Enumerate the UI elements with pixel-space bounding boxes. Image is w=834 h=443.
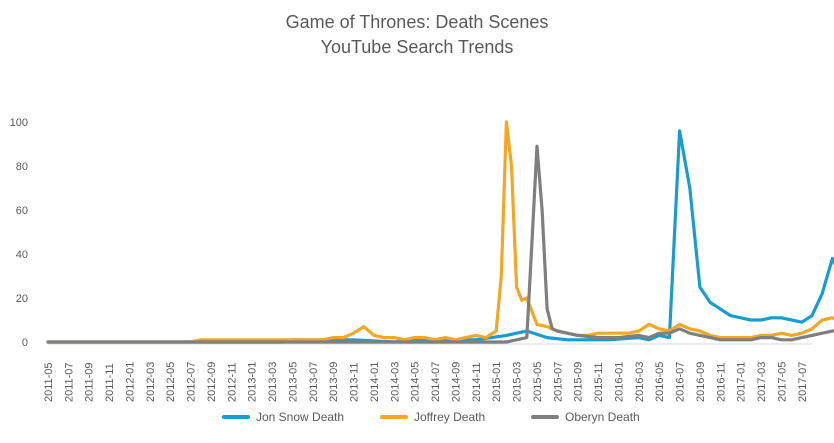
x-tick-label: 2014-11 <box>471 362 483 402</box>
x-tick-label: 2011-05 <box>43 362 55 402</box>
x-tick-label: 2014-09 <box>450 362 462 402</box>
legend-swatch <box>222 415 250 419</box>
x-tick-label: 2017-01 <box>736 362 748 402</box>
y-tick-label: 60 <box>16 205 28 217</box>
legend-item: Oberyn Death <box>531 410 640 424</box>
x-tick-label: 2013-03 <box>267 362 279 402</box>
y-tick-label: 80 <box>16 161 28 173</box>
x-tick-label: 2015-07 <box>552 362 564 402</box>
chart-title: Game of Thrones: Death Scenes YouTube Se… <box>0 10 834 60</box>
x-tick-label: 2012-07 <box>186 362 198 402</box>
x-tick-label: 2016-09 <box>695 362 707 402</box>
legend-label: Joffrey Death <box>414 410 486 424</box>
x-tick-label: 2013-01 <box>247 362 259 402</box>
x-tick-label: 2015-09 <box>573 362 585 402</box>
legend-swatch <box>380 415 408 419</box>
legend-label: Jon Snow Death <box>256 410 345 424</box>
legend-label: Oberyn Death <box>565 410 640 424</box>
x-tick-label: 2013-05 <box>287 362 299 402</box>
y-tick-label: 100 <box>10 117 28 129</box>
x-tick-label: 2014-05 <box>410 362 422 402</box>
x-tick-label: 2015-11 <box>593 362 605 402</box>
x-tick-label: 2013-07 <box>308 362 320 402</box>
series-line-jon-snow-death <box>46 129 834 344</box>
x-tick-label: 2015-03 <box>512 362 524 402</box>
x-tick-label: 2014-03 <box>389 362 401 402</box>
x-tick-label: 2016-05 <box>654 362 666 402</box>
x-tick-label: 2017-05 <box>776 362 788 402</box>
x-tick-label: 2017-07 <box>797 362 809 402</box>
x-tick-label: 2015-01 <box>491 362 503 402</box>
x-tick-label: 2016-07 <box>675 362 687 402</box>
x-tick-label: 2011-07 <box>63 362 75 402</box>
chart-title-line2: YouTube Search Trends <box>320 37 514 57</box>
x-tick-label: 2015-05 <box>532 362 544 402</box>
x-tick-label: 2012-01 <box>124 362 136 402</box>
x-tick-label: 2017-03 <box>756 362 768 402</box>
chart-legend: Jon Snow Death Joffrey Death Oberyn Death <box>0 410 834 430</box>
legend-swatch <box>531 415 559 419</box>
x-tick-label: 2013-09 <box>328 362 340 402</box>
x-tick-label: 2013-11 <box>349 362 361 402</box>
x-tick-label: 2012-11 <box>226 362 238 402</box>
legend-item: Joffrey Death <box>380 410 485 424</box>
y-tick-label: 0 <box>22 337 28 349</box>
x-tick-label: 2012-03 <box>145 362 157 402</box>
series-line-oberyn-death <box>46 144 834 344</box>
x-tick-label: 2011-11 <box>104 363 116 402</box>
x-tick-label: 2012-09 <box>206 362 218 402</box>
x-tick-label: 2014-07 <box>430 362 442 402</box>
legend-item: Jon Snow Death <box>222 410 344 424</box>
x-tick-label: 2016-11 <box>715 362 727 402</box>
y-tick-label: 20 <box>16 293 28 305</box>
x-tick-label: 2016-01 <box>613 362 625 402</box>
x-tick-label: 2014-01 <box>369 362 381 402</box>
series-line-joffrey-death <box>46 120 834 344</box>
y-tick-label: 40 <box>16 249 28 261</box>
x-tick-label: 2011-09 <box>84 362 96 402</box>
x-tick-label: 2016-03 <box>634 362 646 402</box>
x-tick-label: 2012-05 <box>165 362 177 402</box>
chart-title-line1: Game of Thrones: Death Scenes <box>285 12 549 32</box>
